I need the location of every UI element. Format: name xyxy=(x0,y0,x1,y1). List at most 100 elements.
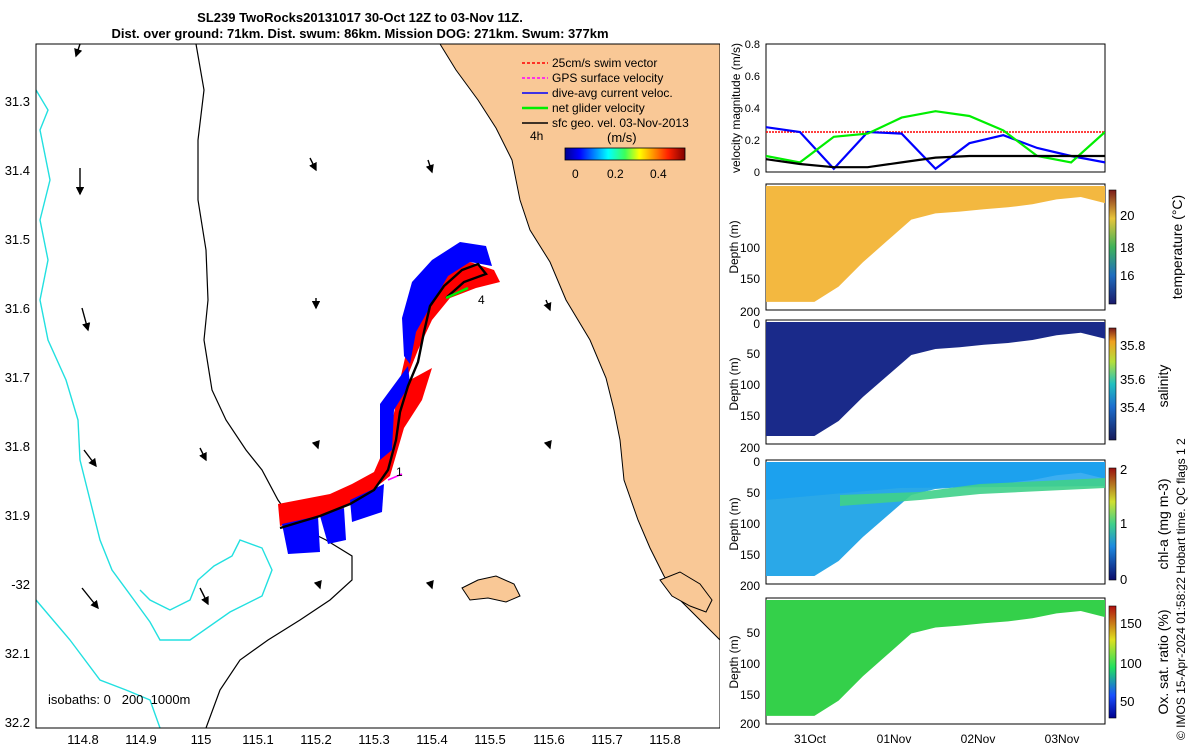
map-y-tick: 31.5 xyxy=(5,232,30,247)
oxygen-cb-tick: 150 xyxy=(1120,616,1142,631)
map-x-tick: 115.1 xyxy=(242,732,274,747)
net-glider-velocity-arrow xyxy=(445,286,469,300)
map-x-tick: 115.3 xyxy=(358,732,390,747)
temperature-data-area xyxy=(766,186,1105,302)
legend-gps-velocity: GPS surface velocity xyxy=(552,71,663,85)
map-y-tick: 31.3 xyxy=(5,94,30,109)
oxygen-colorbar-label: Ox. sat. ratio (%) xyxy=(1155,609,1171,714)
colorbar-tick-0: 0 xyxy=(572,167,579,181)
land-mass xyxy=(439,44,720,641)
velocity-y-ticks: 0 0.2 0.4 0.6 0.8 xyxy=(745,39,760,179)
oxygen-section: 50 100 150 Ox. sat. ratio (%) Depth (m) … xyxy=(727,597,1171,731)
chla-colorbar-label: chl-a (mg m-3) xyxy=(1155,478,1171,569)
salinity-cb-tick: 35.4 xyxy=(1120,400,1145,415)
legend-time-label: 4h xyxy=(530,129,543,143)
oxygen-data-area xyxy=(766,600,1105,716)
velocity-series-line xyxy=(766,110,1105,164)
map-x-tick: 115.8 xyxy=(649,732,681,747)
temperature-section: 16 18 20 temperature (°C) Depth (m) 100 … xyxy=(727,183,1185,319)
map-y-tick: 31.4 xyxy=(5,163,30,178)
temperature-colorbar xyxy=(1108,189,1117,305)
gps-surface-arrow xyxy=(387,473,403,481)
oxygen-ylabel: Depth (m) xyxy=(727,635,741,688)
copyright-stamp: © IMOS 15-Apr-2024 01:58:22 Hobart time.… xyxy=(1174,438,1188,740)
chla-cb-tick: 1 xyxy=(1120,516,1127,531)
rottnest-island xyxy=(461,575,521,603)
chla-section: 0 1 2 chl-a (mg m-3) Depth (m) 0 50 100 … xyxy=(727,455,1171,593)
velocity-panel: velocity magnitude (m/s) 0 0.2 0.4 0.6 0.8 xyxy=(729,39,1106,179)
surface-geostrophic-arrows xyxy=(74,44,552,610)
temperature-cb-tick: 16 xyxy=(1120,268,1134,283)
chla-y-tick: 200 xyxy=(740,579,760,593)
chla-green-band xyxy=(840,478,1105,506)
map-y-tick: -32 xyxy=(11,577,30,592)
salinity-y-tick: 150 xyxy=(740,409,760,423)
isobath-1000m xyxy=(36,89,273,641)
map-x-tick: 114.8 xyxy=(67,732,99,747)
map-x-tick: 115 xyxy=(191,732,212,747)
oxygen-cb-tick: 50 xyxy=(1120,694,1134,709)
chla-y-tick: 0 xyxy=(753,455,760,469)
chart-title-line2: Dist. over ground: 71km. Dist. swum: 86k… xyxy=(111,26,609,41)
map-x-tick: 115.4 xyxy=(416,732,448,747)
salinity-ylabel: Depth (m) xyxy=(727,357,741,410)
salinity-cb-tick: 35.8 xyxy=(1120,338,1145,353)
time-tick: 31Oct xyxy=(794,732,827,746)
velocity-series-line xyxy=(766,126,1105,171)
time-axis: 31Oct 01Nov 02Nov 03Nov xyxy=(794,732,1079,746)
speed-colorbar xyxy=(564,147,686,161)
salinity-cb-tick: 35.6 xyxy=(1120,372,1145,387)
map-x-tick: 115.7 xyxy=(591,732,623,747)
map-x-ticks: 114.8 114.9 115 115.1 115.2 115.3 115.4 … xyxy=(67,732,681,747)
chla-colorbar xyxy=(1108,467,1117,581)
velocity-y-tick: 0 xyxy=(754,167,760,179)
colorbar-title: (m/s) xyxy=(607,130,637,145)
map-x-tick: 115.5 xyxy=(474,732,506,747)
isobath-1000m-west xyxy=(36,599,161,728)
isobath-200m xyxy=(195,44,353,728)
map-y-tick: 32.2 xyxy=(5,715,30,730)
garden-island xyxy=(659,571,713,613)
temperature-y-tick: 200 xyxy=(740,305,760,319)
velocity-y-tick: 0.6 xyxy=(745,71,760,83)
colorbar-tick-0.4: 0.4 xyxy=(650,167,667,181)
velocity-y-tick: 0.2 xyxy=(745,135,760,147)
salinity-y-tick: 200 xyxy=(740,441,760,455)
velocity-lines xyxy=(766,110,1105,171)
time-tick: 01Nov xyxy=(877,732,912,746)
temperature-y-tick: 150 xyxy=(740,272,760,286)
temperature-cb-tick: 18 xyxy=(1120,240,1134,255)
map-x-tick: 114.9 xyxy=(125,732,157,747)
time-tick: 02Nov xyxy=(961,732,996,746)
velocity-series-line xyxy=(766,154,1105,169)
chla-y-tick: 150 xyxy=(740,548,760,562)
chla-cb-tick: 0 xyxy=(1120,572,1127,587)
map-y-tick: 31.8 xyxy=(5,439,30,454)
oxygen-colorbar xyxy=(1108,605,1117,719)
chla-ylabel: Depth (m) xyxy=(727,497,741,550)
map-legend: 25cm/s swim vector GPS surface velocity … xyxy=(522,56,689,181)
chla-y-tick: 100 xyxy=(740,517,760,531)
map-x-tick: 115.2 xyxy=(300,732,332,747)
track-label-4: 4 xyxy=(478,293,485,307)
isobaths-label: isobaths: 0 200 1000m xyxy=(48,692,190,707)
map-x-tick: 115.6 xyxy=(533,732,565,747)
time-tick: 03Nov xyxy=(1045,732,1080,746)
dive-avg-current-vectors xyxy=(282,242,492,554)
map-y-ticks: 31.3 31.4 31.5 31.6 31.7 31.8 31.9 -32 3… xyxy=(5,94,30,730)
velocity-ylabel: velocity magnitude (m/s) xyxy=(729,43,743,173)
map-y-tick: 32.1 xyxy=(5,646,30,661)
velocity-y-tick: 0.4 xyxy=(745,103,760,115)
track-label-1: 1 xyxy=(396,465,403,479)
oxygen-y-tick: 200 xyxy=(740,717,760,731)
colorbar-tick-0.2: 0.2 xyxy=(607,167,624,181)
chla-cb-tick: 2 xyxy=(1120,462,1127,477)
map-y-tick: 31.9 xyxy=(5,508,30,523)
chla-y-tick: 50 xyxy=(747,486,761,500)
legend-swim-vector: 25cm/s swim vector xyxy=(552,56,657,70)
temperature-ylabel: Depth (m) xyxy=(727,220,741,273)
chla-surface-band xyxy=(766,462,1105,500)
temperature-y-tick: 100 xyxy=(740,241,760,255)
salinity-data-area xyxy=(766,322,1105,436)
oxygen-y-tick: 50 xyxy=(747,626,761,640)
